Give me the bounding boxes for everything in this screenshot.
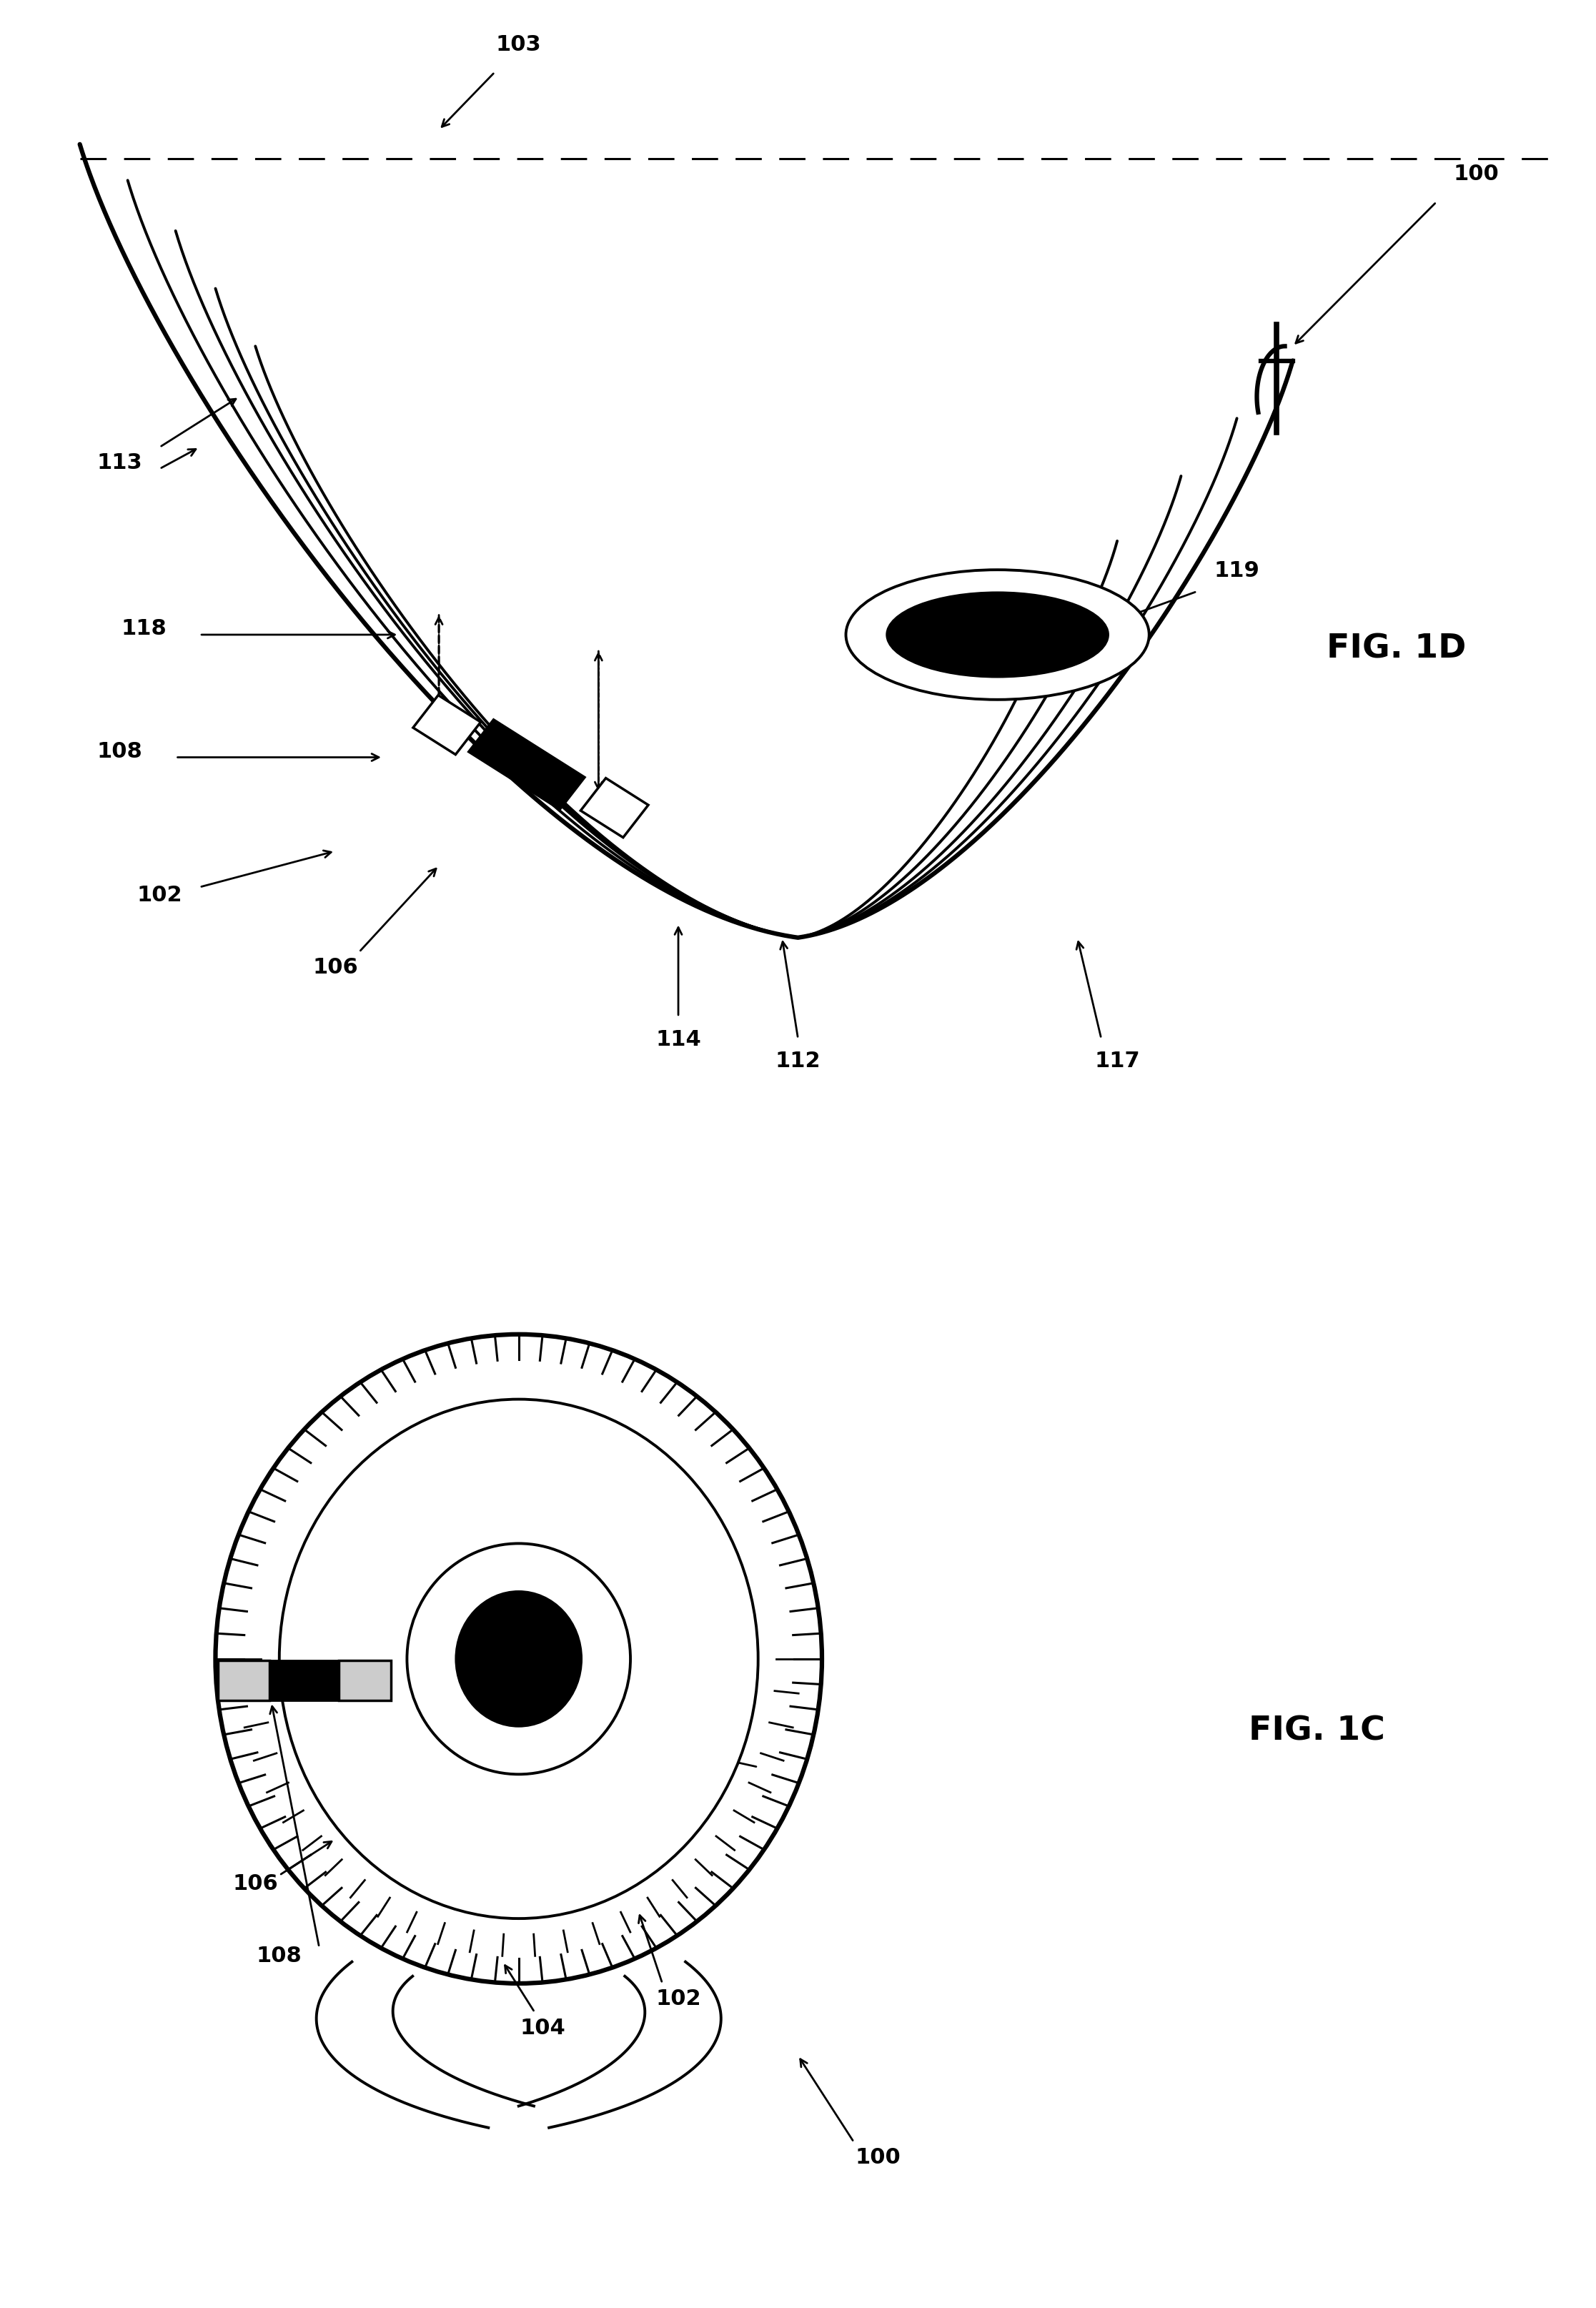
- Bar: [267, 1662, 345, 1701]
- Ellipse shape: [215, 1334, 822, 1983]
- Ellipse shape: [455, 1590, 583, 1726]
- Ellipse shape: [846, 570, 1149, 699]
- Text: 108: 108: [257, 1946, 302, 1966]
- Text: 119: 119: [1215, 561, 1259, 582]
- Text: 108: 108: [97, 741, 142, 762]
- Text: FIG. 1C: FIG. 1C: [1248, 1715, 1385, 1747]
- Text: 102: 102: [656, 1989, 701, 2010]
- Bar: [581, 778, 648, 838]
- Text: FIG. 1D: FIG. 1D: [1326, 632, 1467, 665]
- Text: 106: 106: [313, 958, 358, 979]
- Bar: [217, 1662, 270, 1701]
- Text: 103: 103: [496, 35, 541, 55]
- Text: 100: 100: [1454, 164, 1499, 185]
- Text: 100: 100: [855, 2146, 900, 2167]
- Text: 102: 102: [137, 886, 182, 905]
- Text: 114: 114: [656, 1029, 701, 1050]
- Text: 113: 113: [97, 452, 142, 473]
- Text: 106: 106: [233, 1874, 278, 1895]
- Text: 112: 112: [776, 1050, 820, 1071]
- Ellipse shape: [279, 1399, 758, 1918]
- Bar: [413, 695, 480, 755]
- Text: 117: 117: [1095, 1050, 1140, 1071]
- Ellipse shape: [407, 1544, 630, 1775]
- Bar: [338, 1662, 391, 1701]
- Text: 104: 104: [520, 2017, 565, 2038]
- Ellipse shape: [886, 591, 1109, 679]
- Bar: [468, 720, 586, 810]
- Text: 118: 118: [121, 619, 166, 639]
